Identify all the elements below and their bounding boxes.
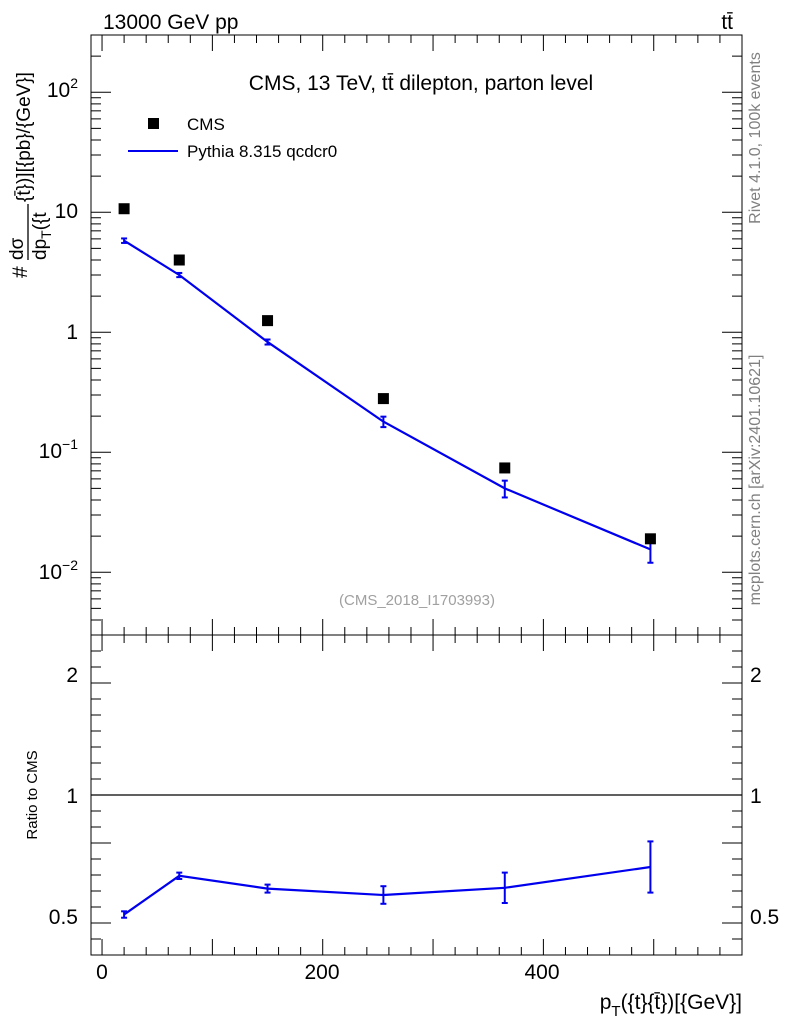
ratio-ytick-label-2: 2 bbox=[66, 664, 78, 687]
site-label: mcplots.cern.ch [arXiv:2401.10621] bbox=[747, 355, 764, 606]
ratio-ytick-label-1-right: 1 bbox=[750, 785, 762, 808]
x-tick-labels: 0 200 400 bbox=[96, 961, 559, 984]
ratio-series-line bbox=[123, 865, 651, 916]
cms-data-point bbox=[499, 462, 511, 474]
beam-label: 13000 GeV pp bbox=[103, 11, 238, 34]
xtick-label-400: 400 bbox=[524, 961, 559, 984]
rivet-version-label: Rivet 4.1.0, 100k events bbox=[747, 52, 764, 224]
svg-text:dσ: dσ bbox=[7, 237, 28, 260]
ytick-label-1e-2: 10−2 bbox=[39, 557, 79, 584]
cms-data-point bbox=[118, 203, 130, 215]
svg-text:pT({t}{t̄})[{GeV}]: pT({t}{t̄})[{GeV}] bbox=[600, 991, 742, 1020]
mc-layer bbox=[121, 237, 654, 564]
chart-title: CMS, 13 TeV, tt̄ dilepton, parton level bbox=[249, 72, 593, 95]
ytick-label-1e-1: 10−1 bbox=[39, 436, 79, 463]
cms-data-point bbox=[644, 533, 656, 545]
xtick-label-200: 200 bbox=[304, 961, 339, 984]
ytick-label-100: 102 bbox=[47, 75, 78, 102]
ratio-layer bbox=[121, 840, 654, 919]
ratio-y-axis-label: Ratio to CMS bbox=[24, 750, 41, 839]
cms-data-point bbox=[173, 254, 185, 266]
ratio-y-tick-labels-right: 2 1 0.5 bbox=[750, 664, 779, 929]
ratio-y-tick-labels-left: 2 1 0.5 bbox=[49, 664, 78, 929]
ratio-axis-ticks bbox=[91, 635, 742, 955]
main-y-tick-labels: 10−2 10−1 1 10 102 bbox=[39, 75, 79, 584]
main-y-axis-label: # dσ dpT({t {t̄})][{pb}/{GeV}] bbox=[7, 72, 54, 278]
cms-data-point bbox=[377, 393, 389, 405]
svg-text:dpT({t: dpT({t bbox=[30, 212, 54, 260]
process-label: tt̄ bbox=[721, 11, 733, 34]
analysis-tag: (CMS_2018_I1703993) bbox=[339, 592, 495, 609]
ratio-ytick-label-2-right: 2 bbox=[750, 664, 762, 687]
cms-data-point bbox=[262, 315, 274, 327]
ratio-ytick-label-0.5-right: 0.5 bbox=[750, 906, 779, 929]
svg-text:#: # bbox=[9, 266, 32, 278]
legend-cms-marker bbox=[148, 118, 159, 129]
legend-cms-label: CMS bbox=[187, 115, 225, 134]
ratio-ytick-label-0.5: 0.5 bbox=[49, 906, 78, 929]
data-layer bbox=[118, 203, 656, 545]
main-axis-ticks bbox=[91, 34, 742, 636]
ytick-label-10: 10 bbox=[55, 200, 78, 223]
x-axis-label: pT({t}{t̄})[{GeV}] bbox=[600, 991, 742, 1020]
svg-text:{t̄})][{pb}/{GeV}]: {t̄})][{pb}/{GeV}] bbox=[14, 72, 35, 202]
mc-series-line bbox=[123, 239, 651, 551]
ytick-label-1: 1 bbox=[66, 321, 78, 344]
xtick-label-0: 0 bbox=[96, 961, 108, 984]
ratio-ytick-label-1: 1 bbox=[66, 785, 78, 808]
legend-mc-label: Pythia 8.315 qcdcr0 bbox=[187, 142, 337, 161]
